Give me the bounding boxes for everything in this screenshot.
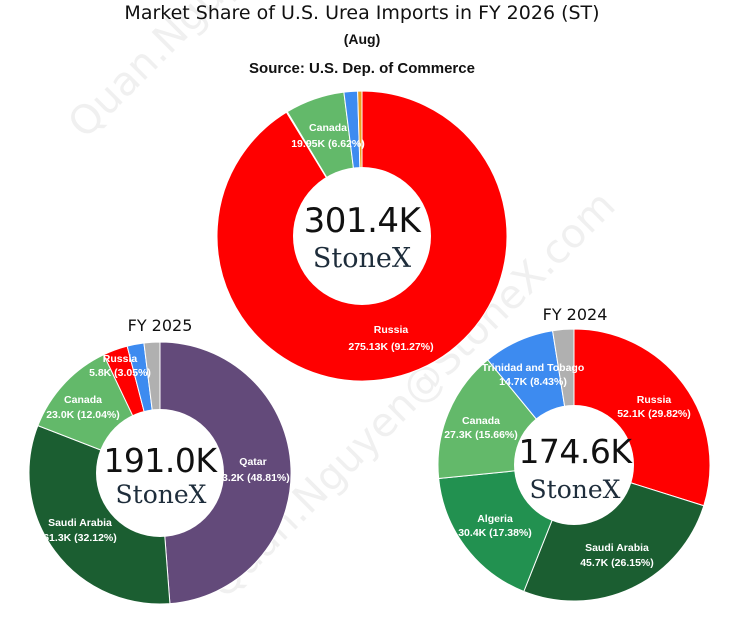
fy2025-total: 191.0K [103,441,218,480]
slice-label-name: Trinidad and Tobago [482,362,584,374]
donut-fy2024 [437,328,711,602]
slice-label-value: 30.4K (17.38%) [458,527,532,539]
fy2025-title: FY 2025 [128,316,193,335]
slice-label-name: Algeria [477,513,513,525]
slice-label-value: 93.2K (48.81%) [216,472,290,484]
chart-subtitle: (Aug) [344,31,381,47]
slice-label-value: 61.3K (32.12%) [43,532,117,544]
slice-label-value: 23.0K (12.04%) [46,409,120,421]
slice-label-name: Canada [64,394,102,406]
slice-label-name: Qatar [239,456,266,468]
slice-russia [216,90,508,382]
donut-fy2025-hole [96,409,224,537]
fy2024-title: FY 2024 [543,305,608,324]
donut-fy2024-hole [514,405,634,525]
slice-label-value: 275.13K (91.27%) [348,341,433,353]
slice-label-value: 52.1K (29.82%) [617,408,691,420]
fy2026-total: 301.4K [304,201,423,241]
slice-label-name: Saudi Arabia [585,542,649,554]
fy2025-labels: Russia 5.8K (3.05%) Canada 23.0K (12.04%… [43,353,290,544]
slice-label-value: 14.7K (8.43%) [499,376,567,388]
slice-label-name: Russia [103,353,138,365]
fy2025-stonex-logo: StoneX [116,480,207,509]
slice-label-name: Canada [309,122,347,134]
chart-source: Source: U.S. Dep. of Commerce [249,60,475,77]
fy2024-total: 174.6K [518,432,633,471]
slice-label-value: 45.7K (26.15%) [580,557,654,569]
fy2024-stonex-logo: StoneX [530,475,621,504]
slice-label-name: Canada [462,415,500,427]
slice-label-name: Saudi Arabia [48,517,112,529]
slice-qatar [159,341,292,605]
donut-fy2026 [216,90,508,382]
donut-fy2026-slices [216,90,508,382]
fy2026-stonex-logo: StoneX [313,243,412,274]
donut-fy2026-hole [293,167,431,305]
slice-label-value: 27.3K (15.66%) [444,429,518,441]
donut-fy2025 [28,341,292,605]
fy2024-labels: Trinidad and Tobago 14.7K (8.43%) Russia… [444,362,691,569]
slice-label-name: Russia [374,324,409,336]
slice-label-value: 19.95K (6.62%) [291,138,365,150]
chart-title: Market Share of U.S. Urea Imports in FY … [124,2,599,24]
slice-label-name: Russia [637,394,672,406]
slice-label-value: 5.8K (3.05%) [89,367,151,379]
fy2026-labels: Canada 19.95K (6.62%) Russia 275.13K (91… [291,122,433,353]
